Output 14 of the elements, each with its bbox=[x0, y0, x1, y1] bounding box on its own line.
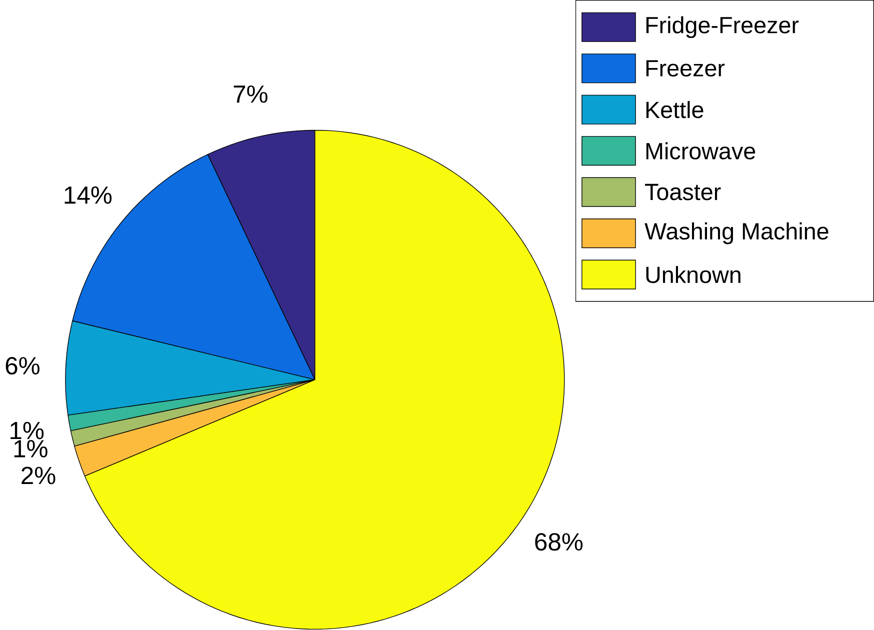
data-label: 1% bbox=[10, 422, 44, 440]
data-label: 6% bbox=[6, 357, 40, 375]
data-label: 14% bbox=[64, 186, 112, 204]
data-label: 7% bbox=[234, 86, 268, 104]
legend-label: Fridge-Freezer bbox=[646, 16, 799, 38]
legend-label: Toaster bbox=[645, 184, 721, 200]
data-label: 68% bbox=[535, 533, 583, 551]
legend-label: Kettle bbox=[646, 101, 704, 118]
legend-label: Unknown bbox=[646, 266, 740, 284]
legend-label: Freezer bbox=[646, 60, 725, 77]
data-label: 2% bbox=[22, 466, 56, 484]
data-label: 1% bbox=[14, 440, 48, 458]
legend-label: Microwave bbox=[646, 142, 756, 160]
legend-label: Washing Machine bbox=[644, 222, 828, 244]
